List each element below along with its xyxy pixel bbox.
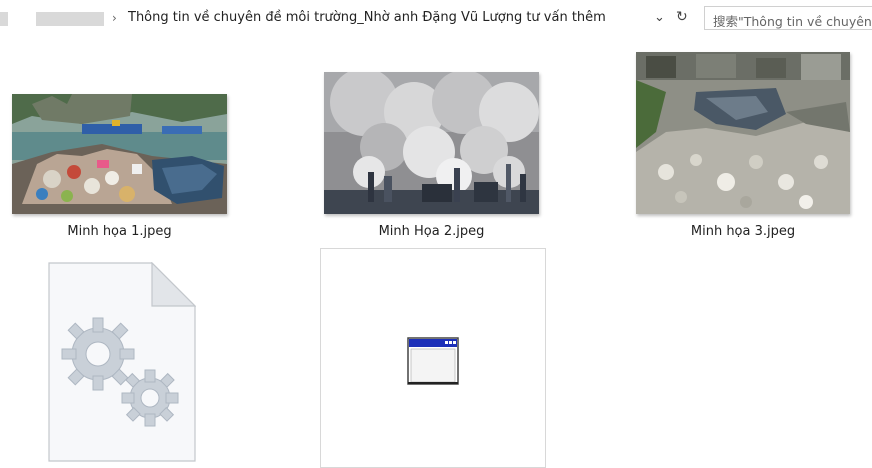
blurred-breadcrumb — [0, 12, 8, 26]
gear-document-icon[interactable] — [48, 261, 197, 462]
file-item[interactable] — [320, 248, 546, 468]
refresh-icon[interactable]: ↻ — [676, 9, 688, 25]
image-thumbnail[interactable] — [12, 94, 227, 214]
image-thumbnail[interactable] — [324, 72, 539, 214]
breadcrumb-current-folder[interactable]: Thông tin về chuyên đề môi trường_Nhờ an… — [128, 10, 606, 25]
image-thumbnail[interactable] — [636, 52, 850, 214]
application-window-icon — [407, 337, 459, 385]
address-bar[interactable]: › Thông tin về chuyên đề môi trường_Nhờ … — [0, 0, 872, 36]
breadcrumb-separator: › — [112, 11, 117, 25]
file-name: Minh họa 3.jpeg — [690, 224, 796, 239]
search-input[interactable]: 搜索"Thông tin về chuyên — [713, 14, 872, 29]
chevron-down-icon[interactable]: ⌄ — [654, 10, 665, 25]
blurred-breadcrumb — [36, 12, 104, 26]
file-name: Minh họa 1.jpeg — [67, 224, 172, 239]
file-name: Minh Họa 2.jpeg — [378, 224, 485, 239]
search-box[interactable]: 搜索"Thông tin về chuyên — [704, 6, 872, 30]
